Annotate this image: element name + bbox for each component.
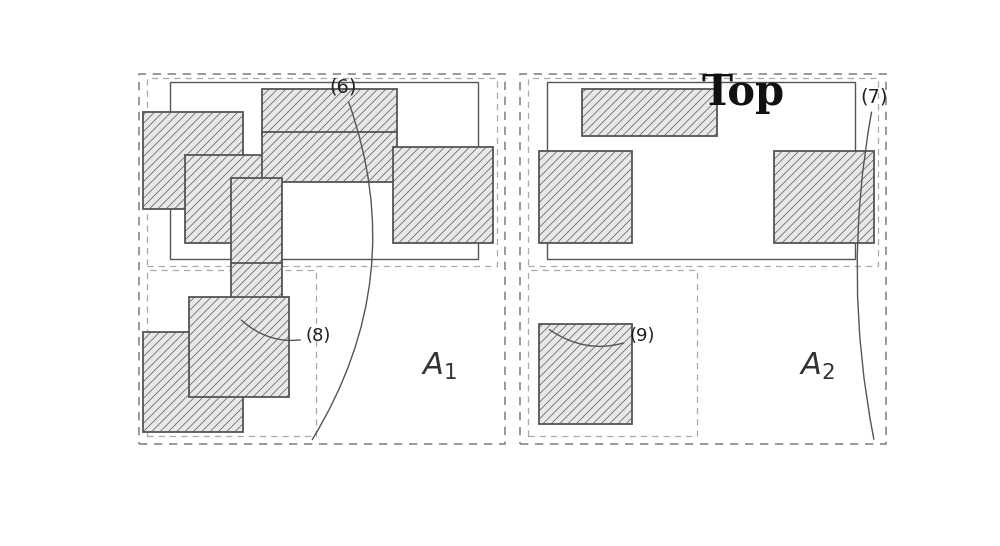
Bar: [231, 263, 282, 321]
Bar: [231, 178, 282, 266]
Text: (8): (8): [241, 320, 331, 345]
Bar: [262, 132, 397, 182]
Text: $A_1$: $A_1$: [421, 351, 457, 382]
Bar: [539, 151, 632, 244]
Bar: [547, 82, 855, 259]
Bar: [143, 112, 243, 209]
Bar: [262, 90, 397, 135]
Bar: [528, 270, 697, 436]
Bar: [170, 82, 478, 259]
Bar: [393, 147, 493, 244]
Bar: [539, 324, 632, 424]
Bar: [774, 151, 874, 244]
Text: (6): (6): [312, 78, 373, 440]
Bar: [147, 78, 497, 266]
Bar: [528, 78, 878, 266]
Bar: [147, 270, 316, 436]
Bar: [185, 155, 278, 244]
Text: (7): (7): [857, 87, 888, 440]
Bar: [139, 74, 505, 443]
Bar: [189, 297, 289, 397]
Text: (9): (9): [549, 327, 655, 346]
Text: $A_2$: $A_2$: [799, 351, 835, 382]
Bar: [143, 332, 243, 432]
Bar: [582, 90, 717, 135]
Bar: [520, 74, 886, 443]
Text: Top: Top: [702, 72, 785, 114]
